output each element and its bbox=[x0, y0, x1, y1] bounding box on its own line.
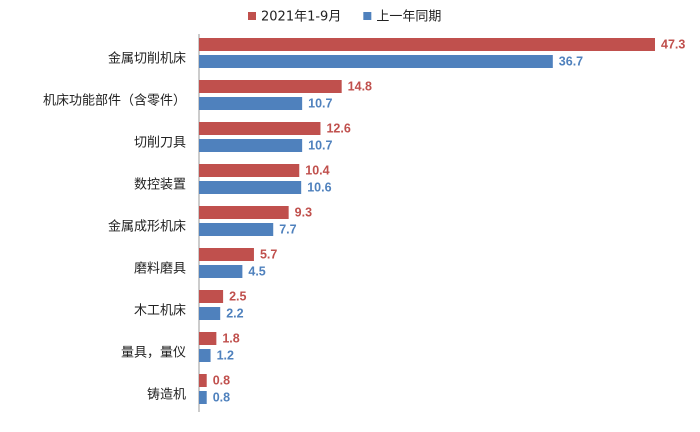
category-label: 量具，量仪 bbox=[121, 346, 186, 361]
bar bbox=[199, 374, 207, 387]
legend-label: 2021年1-9月 bbox=[261, 10, 341, 25]
legend-swatch bbox=[363, 12, 372, 20]
bar bbox=[199, 139, 303, 152]
bar bbox=[199, 391, 207, 404]
value-label: 47.3 bbox=[661, 37, 685, 51]
value-label: 2.2 bbox=[226, 306, 243, 320]
category-label: 机床功能部件（含零件） bbox=[43, 93, 186, 109]
value-label: 7.7 bbox=[279, 222, 296, 236]
bar bbox=[199, 38, 655, 51]
category-label: 金属成形机床 bbox=[108, 219, 186, 235]
bar bbox=[199, 80, 342, 93]
bar bbox=[199, 290, 224, 303]
bar bbox=[199, 248, 254, 261]
bar bbox=[199, 181, 302, 194]
bar bbox=[199, 307, 221, 320]
value-label: 5.7 bbox=[260, 247, 277, 261]
category-label: 数控装置 bbox=[134, 178, 186, 193]
value-label: 12.6 bbox=[326, 121, 350, 135]
category-label: 切削刀具 bbox=[134, 136, 186, 151]
value-label: 9.3 bbox=[295, 205, 312, 219]
value-label: 36.7 bbox=[559, 54, 583, 68]
value-label: 10.7 bbox=[308, 96, 332, 110]
category-label: 铸造机 bbox=[147, 387, 186, 403]
value-label: 10.7 bbox=[308, 138, 332, 152]
bar bbox=[199, 55, 553, 68]
value-label: 4.5 bbox=[248, 264, 265, 278]
bar bbox=[199, 223, 274, 236]
value-label: 10.6 bbox=[307, 180, 331, 194]
value-label: 0.8 bbox=[213, 390, 230, 404]
bar bbox=[199, 164, 300, 177]
legend-swatch bbox=[248, 12, 256, 20]
bar bbox=[199, 332, 217, 345]
bar bbox=[199, 206, 289, 219]
bar bbox=[199, 265, 243, 278]
bar bbox=[199, 97, 303, 110]
bar bbox=[199, 122, 321, 135]
legend-label: 上一年同期 bbox=[376, 10, 441, 25]
value-label: 0.8 bbox=[213, 373, 230, 387]
category-label: 磨料磨具 bbox=[134, 262, 186, 277]
bar bbox=[199, 349, 211, 362]
category-label: 木工机床 bbox=[134, 304, 186, 319]
value-label: 10.4 bbox=[305, 163, 329, 177]
value-label: 1.8 bbox=[222, 331, 239, 345]
value-label: 14.8 bbox=[348, 79, 372, 93]
value-label: 2.5 bbox=[229, 289, 246, 303]
category-label: 金属切削机床 bbox=[108, 51, 186, 67]
value-label: 1.2 bbox=[217, 348, 234, 362]
